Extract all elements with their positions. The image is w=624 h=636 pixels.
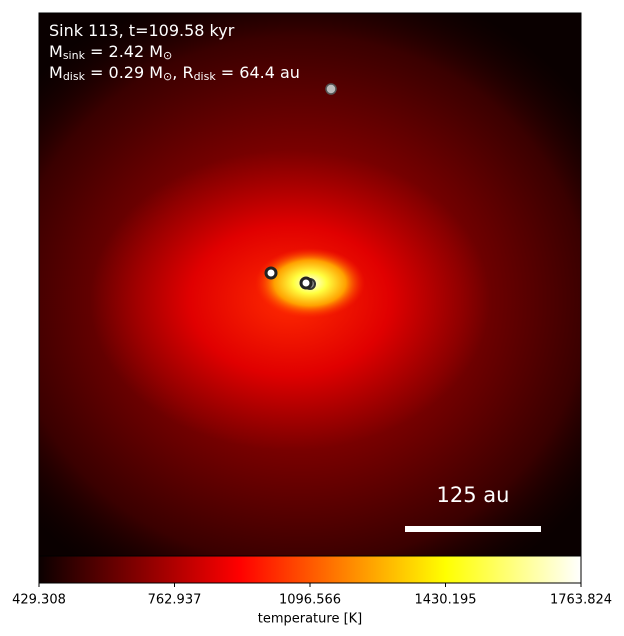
annotation-text: , R xyxy=(172,63,193,82)
annotation-subscript: sink xyxy=(63,49,86,62)
colorbar: 429.308 762.937 1096.566 1430.195 1763.824 xyxy=(12,555,612,608)
annotation-text: = 64.4 au xyxy=(216,63,300,82)
sink-marker xyxy=(299,276,313,290)
annotation: Mdisk = 0.29 M⊙, Rdisk = 64.4 au xyxy=(49,63,300,84)
sinks xyxy=(264,83,337,290)
colorbar-tick-label: 1430.195 xyxy=(414,593,476,608)
annotation-subscript: ⊙ xyxy=(163,70,172,83)
annotation: Sink 113, t=109.58 kyr xyxy=(49,21,235,40)
annotation-text: Sink 113, t=109.58 kyr xyxy=(49,21,235,40)
sink-marker xyxy=(325,83,337,95)
annotation-subscript: disk xyxy=(194,70,217,83)
scalebar-label: 125 au xyxy=(437,483,510,507)
annotation-subscript: disk xyxy=(63,70,86,83)
colorbar-label: temperature [K] xyxy=(258,612,363,627)
colorbar-fill xyxy=(38,555,582,584)
annotation-text: = 2.42 M xyxy=(85,42,163,61)
annotation-text: M xyxy=(49,63,63,82)
colorbar-tick-label: 429.308 xyxy=(12,593,66,608)
scalebar xyxy=(405,526,541,532)
annotation-subscript: ⊙ xyxy=(163,49,172,62)
annotation-text: = 0.29 M xyxy=(85,63,163,82)
sink-marker xyxy=(264,266,278,280)
colorbar-tick-label: 762.937 xyxy=(148,593,202,608)
annotation-text: M xyxy=(49,42,63,61)
colorbar-tick-label: 1763.824 xyxy=(550,593,612,608)
colorbar-tick-label: 1096.566 xyxy=(279,593,341,608)
annotation: Msink = 2.42 M⊙ xyxy=(49,42,172,63)
